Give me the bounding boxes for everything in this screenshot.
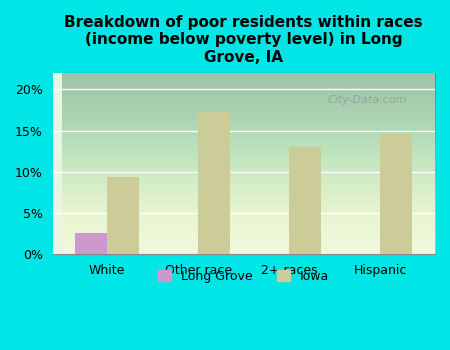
Bar (289, 147, 321, 254)
Bar (380, 133, 412, 254)
Bar (75, 232, 107, 254)
Legend: Long Grove, Iowa: Long Grove, Iowa (153, 265, 334, 288)
Bar (198, 112, 230, 254)
Text: City-Data.com: City-Data.com (328, 94, 407, 105)
Bar (107, 177, 139, 254)
Title: Breakdown of poor residents within races
(income below poverty level) in Long
Gr: Breakdown of poor residents within races… (64, 15, 423, 65)
